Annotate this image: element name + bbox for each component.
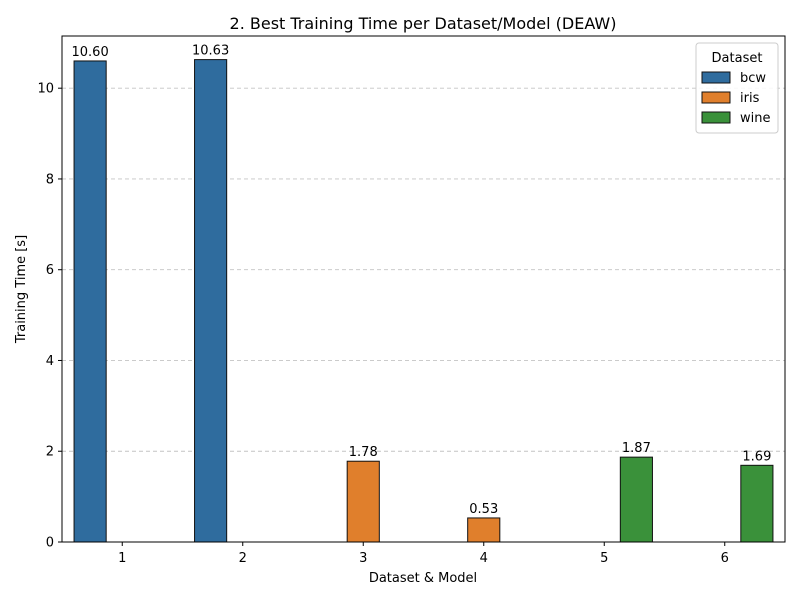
y-tick-label: 10: [37, 82, 54, 97]
bar-bcw: [73, 60, 107, 543]
x-axis-label: Dataset & Model: [369, 571, 477, 586]
legend-swatch-iris: [701, 91, 731, 104]
x-tick-label: 6: [721, 551, 729, 566]
x-tick-label: 1: [118, 551, 126, 566]
legend-swatch-wine: [701, 111, 731, 124]
y-tick-label: 8: [46, 172, 54, 187]
bar-bcw: [194, 59, 228, 543]
legend-swatch-bcw: [701, 71, 731, 84]
legend-label-bcw: bcw: [740, 71, 766, 86]
bar-wine: [740, 464, 774, 543]
chart-title: 2. Best Training Time per Dataset/Model …: [230, 14, 617, 33]
data-labels: 10.60 10.63 1.78 0.53 1.87 1.69: [72, 44, 772, 517]
data-label: 1.78: [349, 445, 378, 460]
bars: [73, 59, 774, 543]
data-label: 1.87: [622, 441, 651, 456]
y-axis-label: Training Time [s]: [14, 235, 29, 344]
x-tick-label: 4: [480, 551, 488, 566]
legend-entries: bcw iris wine: [701, 71, 770, 126]
data-label: 10.63: [192, 44, 229, 59]
legend: Dataset bcw iris wine: [695, 42, 779, 134]
legend-title: Dataset: [712, 51, 763, 66]
x-tick-label: 3: [359, 551, 367, 566]
y-tick-label: 2: [46, 445, 54, 460]
y-tick-label: 4: [46, 354, 54, 369]
data-label: 1.69: [742, 449, 771, 464]
x-axis-ticks: 1 2 3 4 5 6: [118, 542, 729, 566]
y-tick-label: 0: [46, 536, 54, 551]
data-label: 0.53: [469, 502, 498, 517]
grid-lines: [62, 87, 785, 452]
x-tick-label: 5: [600, 551, 608, 566]
legend-box: [695, 42, 779, 134]
data-label: 10.60: [72, 45, 109, 60]
y-tick-label: 6: [46, 263, 54, 278]
bar-iris: [467, 517, 501, 543]
legend-label-iris: iris: [740, 91, 760, 106]
x-tick-label: 2: [239, 551, 247, 566]
bar-wine: [619, 456, 653, 543]
y-axis-ticks: 0 2 4 6 8 10: [37, 82, 62, 551]
bar-iris: [346, 460, 380, 543]
legend-label-wine: wine: [740, 111, 770, 126]
plot-frame: [61, 35, 786, 543]
